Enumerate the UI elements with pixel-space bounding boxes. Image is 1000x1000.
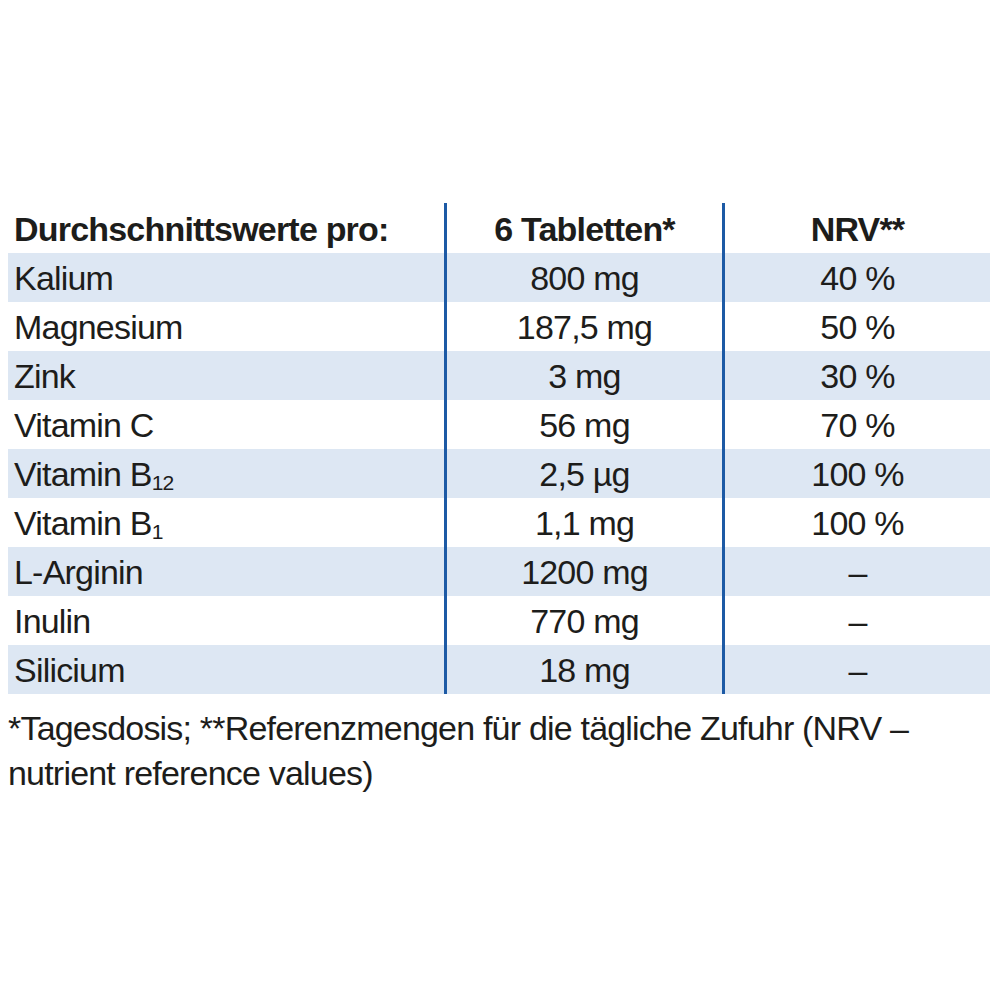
table-row: Vitamin B1 1,1 mg 100 % [8, 498, 990, 547]
nrv-value: – [725, 653, 990, 687]
column-divider-right [722, 203, 725, 694]
amount-value: 18 mg [444, 653, 725, 687]
nutrient-name: Kalium [8, 261, 444, 295]
nutrient-name: Vitamin B12 [8, 457, 444, 491]
table-row: Zink 3 mg 30 % [8, 351, 990, 400]
vitamin-subscript: 12 [152, 471, 174, 494]
table-row: Kalium 800 mg 40 % [8, 253, 990, 302]
amount-value: 1,1 mg [444, 506, 725, 540]
table-row: Inulin 770 mg – [8, 596, 990, 645]
amount-value: 56 mg [444, 408, 725, 442]
header-nrv-column: NRV** [725, 212, 990, 246]
amount-value: 187,5 mg [444, 310, 725, 344]
table-row: Silicium 18 mg – [8, 645, 990, 694]
footnote: *Tagesdosis; **Referenzmengen für die tä… [8, 706, 988, 796]
nutrition-table: Durchschnittswerte pro: 6 Tabletten* NRV… [8, 204, 990, 694]
amount-value: 800 mg [444, 261, 725, 295]
nutrient-name: Vitamin C [8, 408, 444, 442]
nrv-value: 100 % [725, 457, 990, 491]
amount-value: 3 mg [444, 359, 725, 393]
nrv-value: 30 % [725, 359, 990, 393]
header-nutrient-column: Durchschnittswerte pro: [8, 212, 444, 246]
nrv-value: – [725, 604, 990, 638]
table-header-row: Durchschnittswerte pro: 6 Tabletten* NRV… [8, 204, 990, 253]
table-row: L-Arginin 1200 mg – [8, 547, 990, 596]
table-row: Vitamin C 56 mg 70 % [8, 400, 990, 449]
nrv-value: 70 % [725, 408, 990, 442]
footnote-line-1: *Tagesdosis; **Referenzmengen für die tä… [8, 709, 908, 747]
nutrient-name: Silicium [8, 653, 444, 687]
nrv-value: 50 % [725, 310, 990, 344]
table-body: Kalium 800 mg 40 % Magnesium 187,5 mg 50… [8, 253, 990, 694]
nutrient-name: Zink [8, 359, 444, 393]
nutrient-name: Vitamin B1 [8, 506, 444, 540]
nutrition-label-panel: Durchschnittswerte pro: 6 Tabletten* NRV… [0, 0, 1000, 1000]
amount-value: 770 mg [444, 604, 725, 638]
amount-value: 2,5 µg [444, 457, 725, 491]
table-row: Magnesium 187,5 mg 50 % [8, 302, 990, 351]
nrv-value: 40 % [725, 261, 990, 295]
nrv-value: – [725, 555, 990, 589]
column-divider-left [444, 203, 447, 694]
header-amount-column: 6 Tabletten* [444, 212, 725, 246]
vitamin-subscript: 1 [152, 520, 163, 543]
amount-value: 1200 mg [444, 555, 725, 589]
nutrient-name: Magnesium [8, 310, 444, 344]
nutrient-name: Inulin [8, 604, 444, 638]
nutrient-name: L-Arginin [8, 555, 444, 589]
footnote-line-2: nutrient reference values) [8, 754, 373, 792]
table-row: Vitamin B12 2,5 µg 100 % [8, 449, 990, 498]
nrv-value: 100 % [725, 506, 990, 540]
